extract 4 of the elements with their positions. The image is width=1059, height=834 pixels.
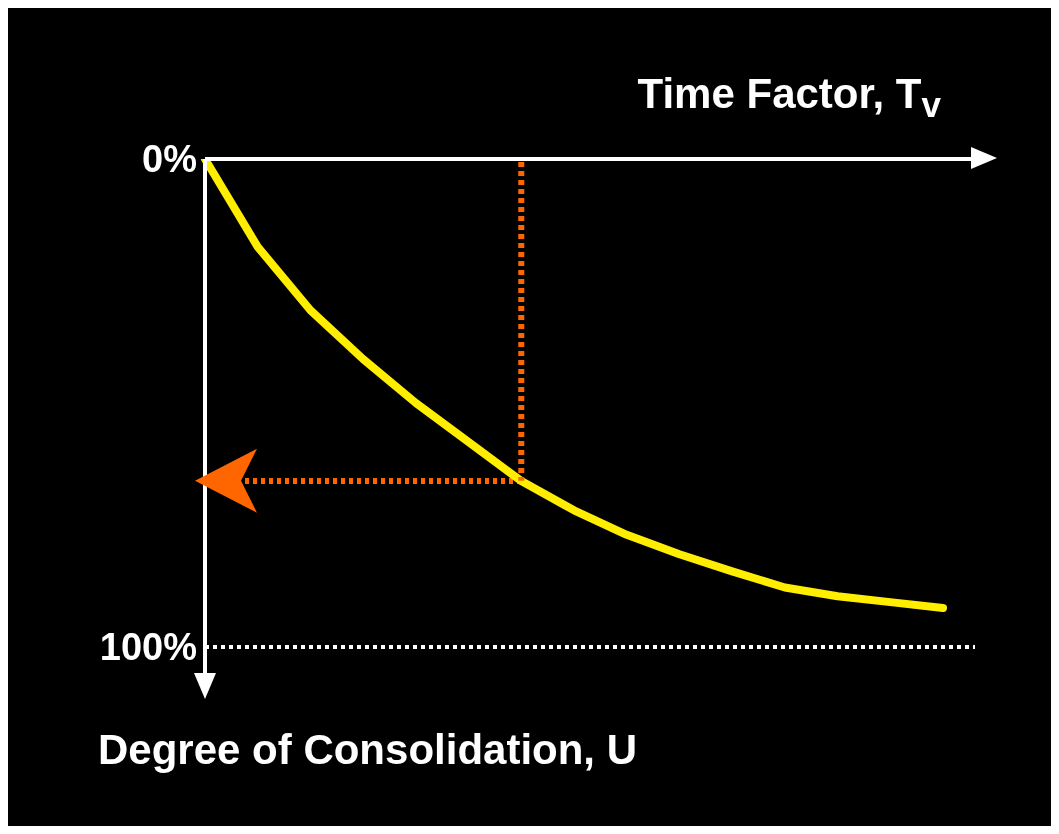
y-axis-title: Degree of Consolidation, U — [98, 726, 638, 774]
y-tick-label: 100% — [99, 626, 197, 669]
x-axis-title: Time Factor, T$_{v}$ — [637, 70, 941, 126]
y-tick-label: 0% — [142, 138, 197, 181]
